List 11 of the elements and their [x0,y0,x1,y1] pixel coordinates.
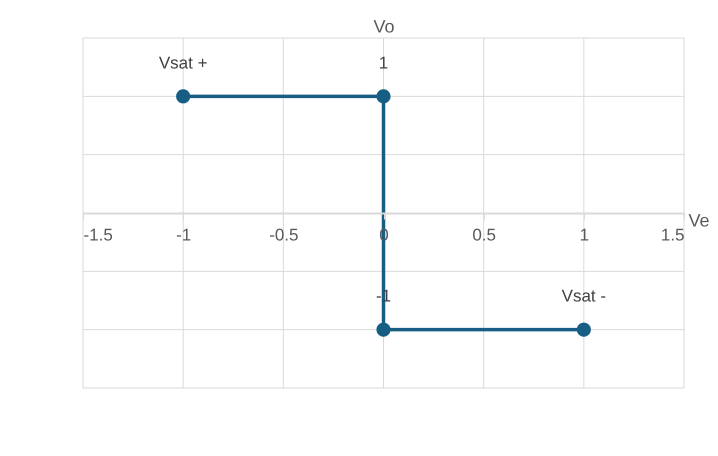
data-label: 1 [378,53,388,72]
data-label: Vsat + [158,53,208,72]
x-tick-label: -1.5 [84,226,113,244]
y-axis-title: Vo [373,16,395,36]
x-tick-label: -1 [176,226,192,244]
x-tick-label: 1.5 [660,226,684,244]
x-axis-title: Ve [688,210,710,230]
x-tick-label: -0.5 [269,226,298,244]
x-tick-label: 0.5 [472,226,496,244]
data-label: Vsat - [562,286,606,306]
x-tick-label: 1 [580,226,590,244]
